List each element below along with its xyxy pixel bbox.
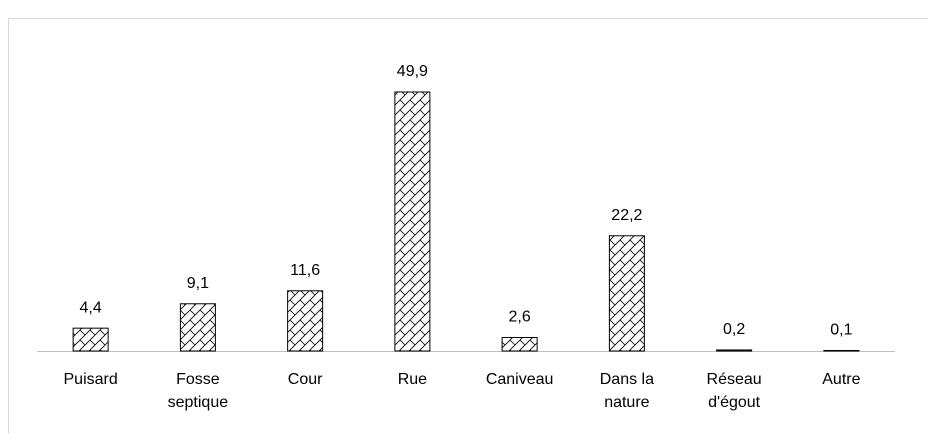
value-label: 0,1 [830, 322, 852, 339]
bar [72, 327, 109, 352]
bar [501, 337, 538, 352]
x-tick-label: Fosse septique [167, 371, 229, 411]
value-label: 0,2 [723, 321, 745, 338]
value-label: 22,2 [611, 207, 642, 224]
value-label: 11,6 [290, 262, 320, 279]
bar [608, 235, 645, 352]
x-tick-label: Cour [287, 371, 323, 388]
x-tick-label: Dans la nature [599, 371, 654, 411]
x-tick-label: Rue [397, 371, 428, 388]
bar [394, 91, 431, 352]
x-tick-label: Caniveau [485, 371, 554, 388]
x-tick-label: Puisard [63, 371, 118, 388]
x-tick-label: Réseau d'égout [706, 371, 762, 411]
x-tick-label: Autre [822, 371, 861, 388]
value-label: 9,1 [187, 275, 209, 292]
value-label: 4,4 [80, 299, 102, 316]
value-label: 2,6 [509, 309, 531, 326]
value-label: 49,9 [397, 63, 428, 80]
bar [716, 349, 753, 352]
bar [823, 349, 860, 352]
bar [179, 303, 216, 352]
bar [287, 290, 324, 352]
